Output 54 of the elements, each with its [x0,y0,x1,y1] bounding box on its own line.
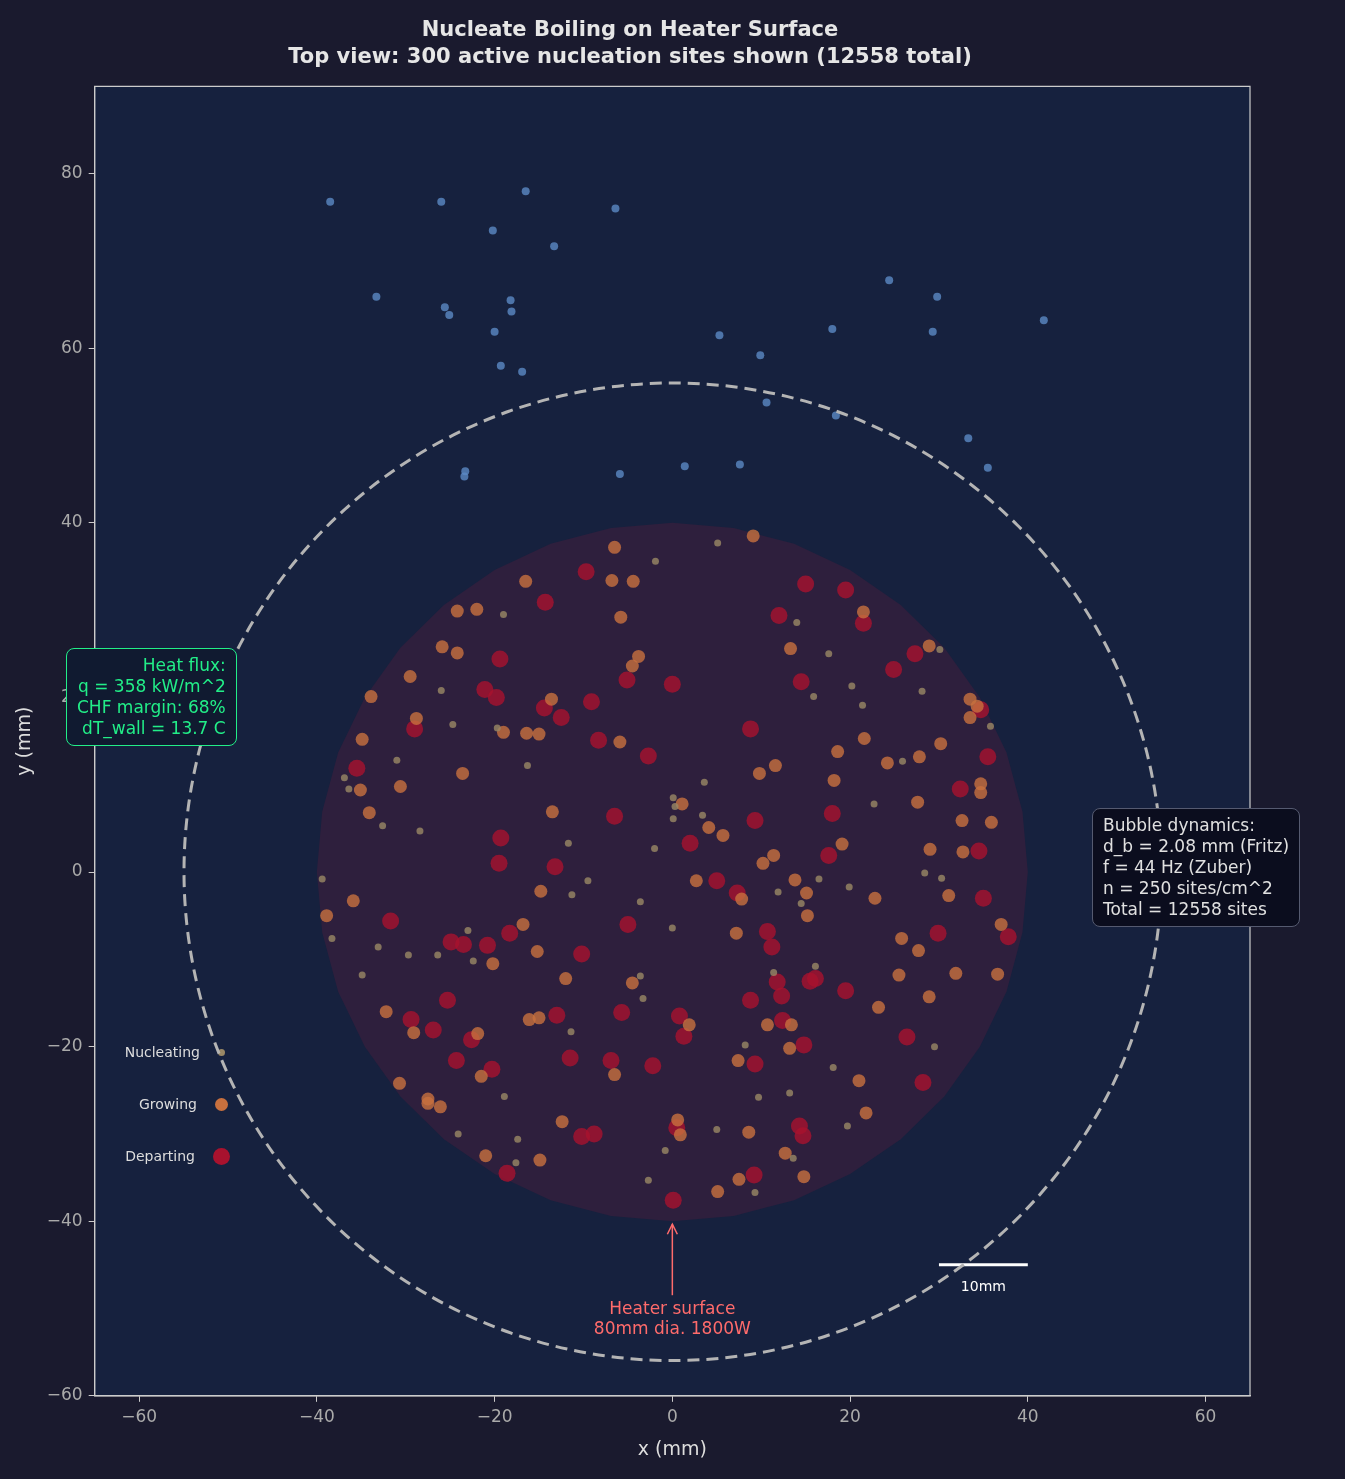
point [762,398,771,407]
x-tick-label: 0 [666,1406,678,1427]
point [611,204,620,213]
point [983,463,992,472]
annotation: Bubble dynamics: d_b = 2.08 mm (Fritz) f = 44 Hz (Zuber) n = 250 sites/cm^2 Total = 12558 sites [1092,808,1301,928]
point [326,197,335,206]
chart-title: Nucleate Boiling on Heater Surface [421,17,839,42]
point [437,197,446,206]
point [885,276,894,285]
point [715,331,724,340]
point [506,296,515,305]
annotation: Heat flux: q = 358 kW/m^2 CHF margin: 68% dT_wall = 13.7 C [66,648,237,747]
chart-subtitle: Top view: 300 active nucleation sites shown (12558 total) [288,44,972,69]
x-tick-label: −40 [298,1406,335,1427]
point [490,327,499,336]
point [933,292,942,301]
point [964,434,973,443]
point [440,303,449,312]
y-tick-label: 80 [61,162,83,183]
annotation: 10mm [960,1277,1006,1294]
point [831,411,840,420]
point [521,187,530,196]
x-axis-title: x (mm) [637,1436,707,1459]
point [372,292,381,301]
y-tick-label: 0 [71,860,83,881]
point [756,351,765,360]
annotation: Heater surface 80mm dia. 1800W [593,1297,752,1338]
y-tick-label: −40 [46,1209,83,1230]
y-tick-label: −20 [46,1035,83,1056]
y-tick-label: 40 [61,511,83,532]
x-tick-label: −60 [121,1406,158,1427]
point [445,311,454,320]
y-tick-label: −60 [46,1384,83,1405]
point [615,469,624,478]
x-tick-label: 60 [1194,1406,1217,1427]
point [680,462,689,471]
point [928,327,937,336]
legend-label: Nucleating [124,1044,200,1061]
legend-label: Departing [125,1148,195,1165]
x-tick-label: −20 [476,1406,513,1427]
x-tick-label: 40 [1017,1406,1039,1427]
point [507,307,516,316]
point [518,367,527,376]
point [488,226,497,235]
point [1039,316,1048,325]
point [828,325,837,334]
point [496,361,505,370]
y-axis-title: y (mm) [12,706,35,776]
point [461,467,470,476]
point [735,460,744,469]
x-tick-label: 20 [839,1406,861,1427]
y-tick-label: 60 [61,336,83,357]
legend-label: Growing [138,1096,197,1113]
point [550,242,559,251]
